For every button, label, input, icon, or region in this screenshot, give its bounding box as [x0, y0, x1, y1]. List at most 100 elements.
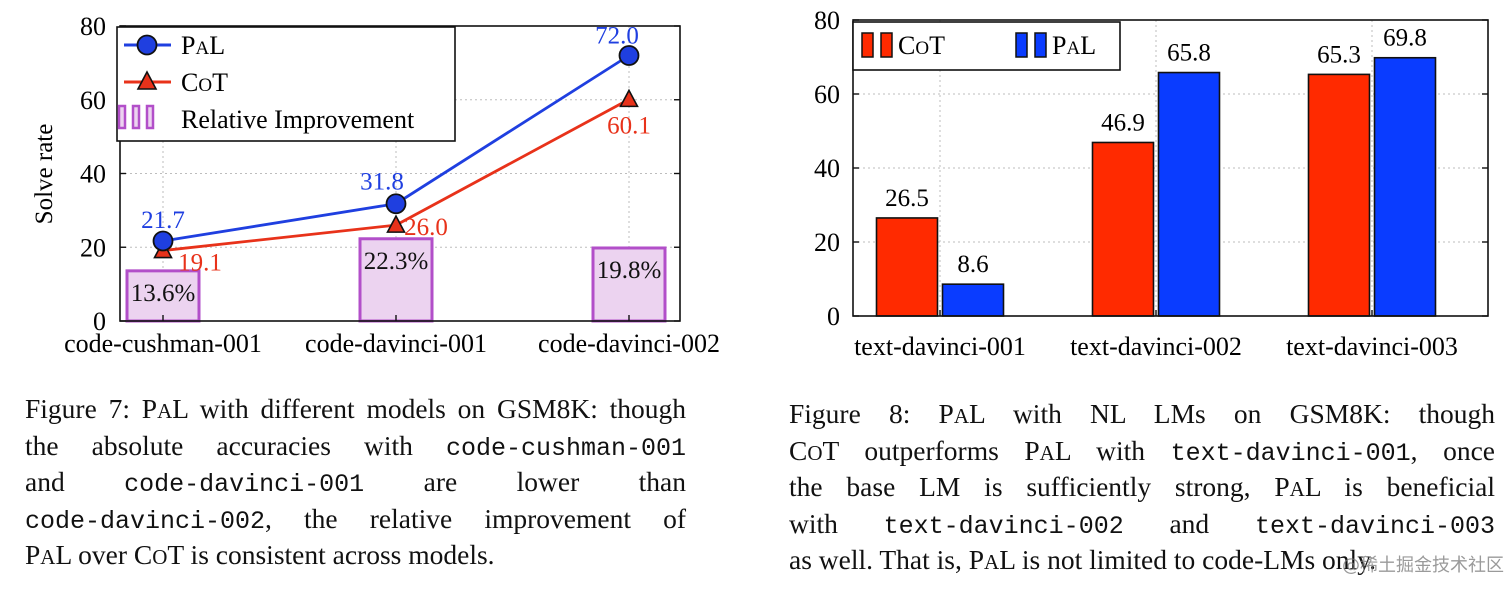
improvement-bar: [591, 246, 667, 323]
caption-small-caps: O: [152, 545, 168, 569]
pal-bar: [1157, 71, 1221, 317]
figure8-caption-line-3: the base LM is sufficiently strong, PAL …: [789, 469, 1495, 506]
dataset-name: GSM8K: [496, 393, 591, 424]
caption-text: the base LM is sufficiently strong, P: [789, 471, 1290, 502]
model-name: code-davinci-001: [124, 470, 365, 499]
caption-text: are lower than: [364, 466, 686, 497]
pal-bar: [1373, 56, 1437, 317]
figure7-improvement-bars: [125, 237, 667, 323]
caption-text: , the relative improvement of: [265, 502, 686, 534]
figure7-x-tick-label: code-cushman-001: [64, 329, 262, 358]
cot-data-label: 60.1: [607, 112, 651, 139]
figure8-legend: COT PAL: [852, 21, 1121, 71]
caption-text: : though: [1382, 398, 1496, 429]
figure8-chart: 0 20 40 60 80 text-davinci-001 text-davinci-00…: [814, 6, 1489, 361]
model-name: text-davinci-003: [1254, 511, 1495, 541]
figure7-y-axis-label: Solve rate: [31, 124, 58, 225]
legend-cot-bar-entry: COT: [861, 31, 945, 60]
caption-text: L with NL LMs on: [969, 398, 1290, 429]
caption-small-caps: A: [40, 545, 56, 569]
caption-text: as well. That is, P: [789, 544, 985, 575]
caption-small-caps: O: [807, 440, 823, 465]
caption-text: L with: [1054, 434, 1171, 466]
dataset-name: GSM8K: [1289, 398, 1383, 429]
figure7-y-tick-label: 0: [93, 307, 106, 336]
improvement-data-label: 13.6%: [131, 280, 196, 307]
figure8-y-tick-label: 0: [827, 302, 840, 331]
legend-pal-bar-entry: PAL: [1015, 31, 1096, 60]
pal-data-label: 21.7: [141, 207, 185, 234]
figure7-x-tick-label: code-davinci-002: [538, 329, 720, 358]
figure8-caption-line-1: Figure 8: PAL with NL LMs on GSM8K: thou…: [789, 396, 1495, 433]
caption-small-caps: A: [1289, 477, 1305, 501]
figure8-x-tick-label: text-davinci-003: [1286, 332, 1458, 361]
pal-data-label: 72.0: [595, 23, 639, 50]
figure7-caption-line-1: Figure 7: PAL with different models on G…: [25, 391, 686, 428]
caption-text: and: [25, 466, 125, 497]
figure7-y-tick-label: 60: [80, 86, 106, 115]
figure8-legend-box: [852, 21, 1121, 71]
figure8-caption-line-2: COT outperforms PAL with text-davinci-00…: [789, 433, 1495, 470]
cot-point: [386, 214, 406, 233]
figure7-chart: 0 20 40 60 80 code-cushman-001 code-davinci-00…: [31, 12, 720, 358]
figure7-caption: Figure 7: PAL with different models on G…: [25, 391, 686, 574]
improvement-data-label: 19.8%: [597, 257, 662, 284]
figure8-y-tick-label: 20: [814, 228, 840, 257]
model-name: code-davinci-002: [25, 506, 266, 536]
model-name: text-davinci-002: [883, 511, 1124, 541]
caption-small-caps: A: [157, 399, 173, 423]
figure7-caption-line-3: and code-davinci-001 are lower than: [25, 464, 686, 501]
caption-text: Figure 8: P: [789, 398, 954, 429]
legend-cot-entry: COT: [124, 68, 228, 97]
figure7-caption-line-5: PAL over COT is consistent across models…: [25, 537, 686, 574]
cot-data-label: 26.0: [404, 214, 448, 241]
legend-cot-swatch-2: [880, 32, 893, 58]
legend-cot-label: COT: [181, 68, 228, 97]
legend-pal-swatch-1: [1015, 32, 1028, 58]
pal-point: [385, 193, 407, 215]
cot-data-label: 19.1: [178, 250, 222, 277]
caption-text: L is not limited to code-LMs only.: [999, 544, 1377, 575]
caption-text: P: [25, 539, 41, 570]
figure8-caption-line-4: with text-davinci-002 and text-davinci-0…: [789, 506, 1495, 543]
caption-text: T is consistent across models.: [167, 539, 495, 570]
caption-text: T outperforms P: [822, 434, 1040, 466]
caption-text: with: [789, 507, 884, 539]
figure7-series-points: [152, 45, 640, 259]
caption-small-caps: A: [984, 550, 1000, 574]
caption-text: and: [1123, 507, 1255, 539]
legend-improvement-swatch-1: [117, 104, 127, 130]
caption-small-caps: A: [953, 404, 969, 428]
legend-cot-bar-label: COT: [898, 31, 945, 60]
figure8-caption: Figure 8: PAL with NL LMs on GSM8K: thou…: [789, 396, 1495, 579]
cot-bar: [1307, 73, 1371, 317]
caption-small-caps: A: [1039, 440, 1055, 465]
pal-bar-label: 65.8: [1167, 40, 1211, 67]
caption-text: the absolute accuracies with: [25, 429, 446, 461]
figure7-y-tick-label: 80: [80, 12, 106, 41]
caption-text: L over C: [55, 539, 153, 570]
legend-improvement-entry: Relative Improvement: [117, 104, 415, 134]
figure7-ticks: 0 20 40 60 80 code-cushman-001 code-davinci-00…: [64, 12, 720, 358]
cot-bar-label: 65.3: [1317, 41, 1361, 68]
pal-point: [152, 230, 174, 252]
figure7-legend-box: [116, 26, 456, 142]
cot-bar-label: 26.5: [885, 185, 929, 212]
improvement-data-label: 22.3%: [364, 248, 429, 275]
pal-bar-label: 69.8: [1383, 25, 1427, 52]
cot-bar-label: 46.9: [1101, 109, 1145, 136]
legend-pal-swatch-2: [1034, 32, 1047, 58]
caption-text: L with different models on: [172, 393, 497, 424]
figure7-legend: PAL COT Relative Improvement: [116, 26, 456, 142]
figure8-data-labels: 26.5 46.9 65.3 8.6 65.8 69.8: [885, 25, 1427, 278]
figure8-y-tick-label: 60: [814, 80, 840, 109]
figure8-x-tick-label: text-davinci-001: [854, 332, 1026, 361]
model-name: code-cushman-001: [445, 433, 686, 463]
figure8-ticks: 0 20 40 60 80 text-davinci-001 text-davinci-00…: [814, 6, 1488, 361]
legend-improvement-swatch-3: [145, 104, 155, 130]
figure7-y-tick-label: 20: [80, 233, 106, 262]
caption-text: : though: [590, 393, 687, 424]
caption-text: L is beneficial: [1304, 471, 1495, 502]
caption-text: , once: [1410, 434, 1495, 466]
